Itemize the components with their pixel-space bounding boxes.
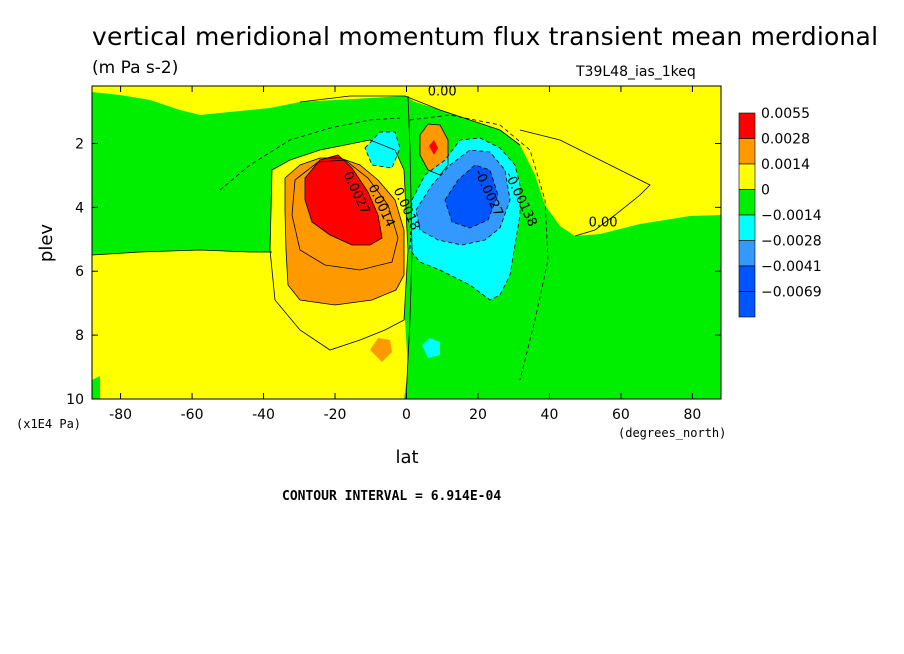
field-band-green-left-edge <box>92 190 100 245</box>
legend-swatch <box>738 240 756 267</box>
legend-label: 0 <box>761 183 770 199</box>
field-band-yellow-left <box>92 250 408 399</box>
x-axis-title: lat <box>395 447 418 468</box>
legend-label: −0.0041 <box>761 259 822 275</box>
x-tick-label: 20 <box>469 407 487 423</box>
legend-label: 0.0055 <box>761 106 810 122</box>
legend-swatch <box>738 265 756 292</box>
contour-label: 0.00 <box>428 85 457 100</box>
legend-swatch <box>738 214 756 241</box>
field-band-yellow-upper-green <box>92 108 408 240</box>
y-tick-label: 2 <box>75 136 84 152</box>
x-axis-units: (degrees_north) <box>618 426 726 440</box>
y-axis-title: plev <box>36 224 57 263</box>
x-tick-label: -20 <box>324 407 347 423</box>
x-tick-label: -40 <box>252 407 275 423</box>
color-legend: 0.0055 0.0028 0.0014 0 −0.0014 −0.0028 −0.0041… <box>738 106 822 318</box>
field-band-red-equatorial <box>429 140 438 155</box>
legend-label: −0.0014 <box>761 208 822 224</box>
contour-upper-right <box>519 129 651 237</box>
field-band-orange-small <box>370 338 392 362</box>
y-axis-units: (x1E4 Pa) <box>16 417 81 431</box>
contour-lines <box>92 95 651 399</box>
legend-swatch <box>738 138 756 165</box>
contour-equatorial-1 <box>419 123 449 176</box>
x-tick-label: 40 <box>541 407 559 423</box>
x-tick-label: 0 <box>402 407 411 423</box>
contour-negative-outer <box>409 114 549 381</box>
field-band-red-south <box>305 155 382 245</box>
run-label: T39L48_ias_1keq <box>576 64 696 80</box>
chart-title: vertical meridional momentum flux transi… <box>92 22 879 51</box>
contour-positive-1 <box>269 139 409 351</box>
legend-label: 0.0028 <box>761 132 810 148</box>
units-label: (m Pa s-2) <box>92 58 179 78</box>
contour-negative-2 <box>415 149 511 246</box>
contour-positive-2 <box>284 157 405 306</box>
y-tick-label: 10 <box>66 392 84 408</box>
contour-positive-3 <box>291 159 399 271</box>
contour-positive-4 <box>304 154 383 246</box>
contour-upper-left-thin <box>299 95 521 146</box>
y-axis: 2 4 6 8 10 <box>66 136 721 408</box>
legend-label: −0.0069 <box>761 285 822 301</box>
contour-label: 0.00 <box>589 216 618 231</box>
field-band-green-right-bottom <box>575 390 640 399</box>
x-tick-label: 80 <box>683 407 701 423</box>
legend-swatch <box>738 291 756 318</box>
field-band-cyan-lower <box>422 338 440 358</box>
contour-negative-left <box>219 117 401 191</box>
field-shading <box>92 86 721 399</box>
contour-interval: CONTOUR INTERVAL = 6.914E-04 <box>282 489 502 504</box>
contour-negative-3 <box>444 164 499 229</box>
legend-swatch <box>738 112 756 139</box>
field-band-darkblue-north <box>445 165 498 228</box>
legend-swatch <box>738 163 756 190</box>
y-tick-label: 8 <box>75 328 84 344</box>
legend-swatch <box>738 189 756 216</box>
field-band-cyan-upper <box>365 132 400 168</box>
x-tick-label: -60 <box>181 407 204 423</box>
x-axis: -80 -60 -40 -20 0 20 40 60 80 <box>109 86 701 423</box>
contour-negative-1 <box>409 137 521 301</box>
y-tick-label: 6 <box>75 264 84 280</box>
contour-vertical-equator <box>405 95 413 399</box>
contour-negative-upper <box>364 131 401 169</box>
contour-zero <box>92 249 272 256</box>
legend-label: −0.0028 <box>761 234 822 250</box>
contour-lines-dashed <box>219 114 549 381</box>
legend-label: 0.0014 <box>761 157 810 173</box>
y-tick-label: 4 <box>75 200 84 216</box>
x-tick-label: 60 <box>612 407 630 423</box>
field-band-green-bottom-left <box>92 376 100 399</box>
field-band-yellow-upper-right <box>520 130 650 236</box>
x-tick-label: -80 <box>109 407 132 423</box>
